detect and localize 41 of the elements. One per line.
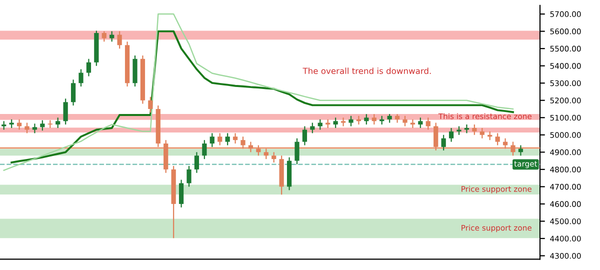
candlestick	[56, 117, 60, 129]
candlestick	[294, 138, 300, 165]
candlestick	[340, 117, 346, 127]
annotation: The overall trend is downward.	[302, 68, 431, 74]
candlestick	[78, 68, 84, 88]
candlestick	[178, 179, 184, 208]
candlestick	[372, 114, 376, 126]
candlestick	[148, 96, 153, 113]
candlestick	[232, 132, 238, 144]
candlestick	[472, 124, 477, 136]
candlestick	[117, 30, 122, 50]
candlestick	[102, 30, 106, 42]
candlestick	[448, 127, 454, 142]
candlestick	[272, 152, 276, 164]
candlestick	[426, 117, 430, 130]
candlestick	[32, 123, 38, 134]
candlestick	[16, 118, 22, 130]
candlestick	[70, 79, 76, 106]
candlestick	[480, 127, 484, 139]
candlestick	[210, 132, 214, 148]
candlestick	[63, 98, 68, 126]
candlestick	[186, 165, 192, 188]
candlestick	[402, 115, 408, 127]
candlestick	[302, 126, 308, 146]
candlestick	[495, 132, 500, 146]
candlestick	[24, 122, 30, 134]
candlestick	[202, 140, 207, 160]
candlestick	[333, 117, 338, 129]
candlestick	[364, 114, 369, 126]
line-series	[3, 13, 514, 171]
candlestick	[441, 134, 446, 151]
candlestick	[86, 58, 92, 77]
candlestick	[418, 117, 423, 129]
candlestick	[218, 132, 222, 146]
candlestick	[348, 115, 354, 127]
candlestick	[225, 132, 230, 146]
candlestick	[194, 152, 200, 174]
candlestick	[40, 120, 45, 132]
candlestick	[518, 144, 524, 156]
candlestick	[318, 118, 322, 130]
line-series	[10, 30, 514, 164]
